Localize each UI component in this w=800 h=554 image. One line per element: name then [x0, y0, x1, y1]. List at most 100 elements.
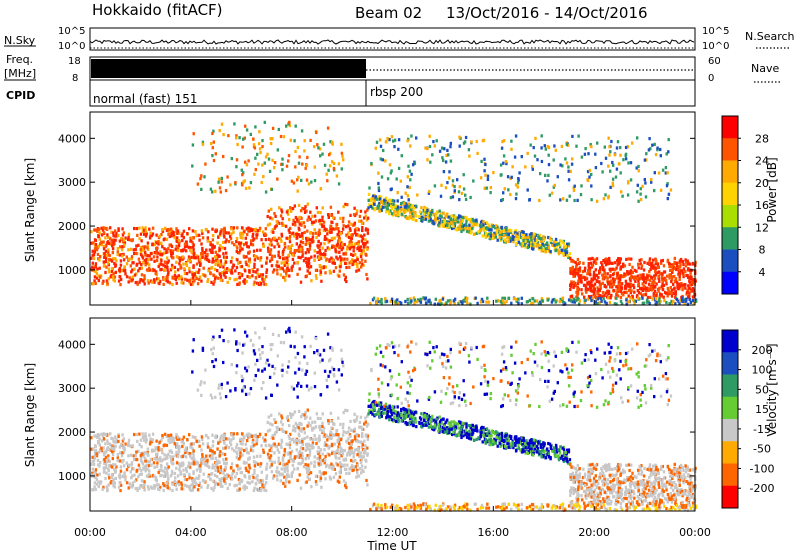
power-echo: [122, 258, 126, 262]
power-echo: [304, 251, 307, 255]
power-echo: [601, 263, 604, 267]
velocity-echo: [116, 456, 119, 460]
power-echo: [616, 294, 620, 298]
velocity-echo: [251, 449, 255, 453]
velocity-echo: [188, 465, 192, 469]
velocity-echo: [177, 446, 180, 450]
power-echo: [396, 191, 399, 195]
power-echo: [626, 193, 630, 197]
power-echo: [377, 171, 380, 175]
power-echo: [164, 264, 167, 269]
velocity-echo: [122, 464, 126, 468]
power-echo: [469, 220, 472, 224]
power-echo: [175, 230, 178, 234]
power-echo: [186, 278, 189, 282]
velocity-echo: [279, 443, 282, 447]
power-echo: [112, 231, 115, 235]
power-echo: [277, 236, 281, 240]
power-echo: [655, 282, 658, 286]
power-echo: [116, 250, 119, 254]
power-y-tick-label: 3000: [58, 176, 86, 189]
power-echo: [175, 244, 178, 248]
power-echo: [244, 160, 247, 164]
power-echo: [678, 301, 681, 305]
power-echo: [268, 250, 271, 254]
power-echo: [288, 240, 292, 244]
velocity-echo: [344, 484, 347, 488]
power-echo: [575, 298, 578, 303]
velocity-echo: [211, 456, 214, 460]
velocity-echo: [193, 457, 196, 461]
power-echo: [192, 254, 196, 258]
power-echo: [660, 285, 663, 289]
power-echo: [655, 300, 658, 304]
power-echo: [254, 227, 258, 231]
power-echo: [413, 161, 417, 165]
power-echo: [113, 261, 116, 266]
freq-panel: Freq. [MHz] 18 8 60 0 Nave: [4, 53, 780, 84]
power-echo: [183, 267, 186, 271]
velocity-echo: [153, 457, 156, 461]
power-echo: [181, 255, 184, 259]
velocity-echo: [197, 483, 201, 488]
power-echo: [604, 257, 608, 261]
velocity-echo: [275, 430, 278, 434]
power-echo: [297, 161, 301, 165]
power-echo: [683, 302, 686, 306]
power-echo: [399, 206, 403, 210]
power-echo: [330, 213, 333, 217]
power-echo: [199, 177, 202, 181]
power-echo: [666, 171, 669, 175]
power-echo: [525, 233, 528, 237]
power-echo: [370, 161, 373, 166]
velocity-echo: [293, 467, 296, 471]
power-echo: [90, 230, 93, 234]
power-colorbar-tick-label: 8: [759, 244, 766, 257]
power-echo: [107, 261, 110, 265]
power-echo: [642, 280, 646, 284]
power-echo: [184, 244, 187, 248]
velocity-echo: [288, 440, 292, 444]
power-echo: [329, 271, 333, 275]
power-echo: [165, 275, 168, 280]
velocity-echo: [342, 430, 345, 434]
power-echo: [97, 278, 100, 283]
power-echo: [173, 265, 177, 269]
velocity-echo: [293, 410, 296, 414]
power-echo: [249, 242, 253, 246]
velocity-echo: [163, 466, 167, 470]
power-echo: [337, 234, 341, 239]
velocity-echo: [179, 472, 182, 476]
cpid-program-2: rbsp 200: [370, 85, 423, 99]
power-echo: [165, 248, 168, 252]
power-echo: [241, 236, 244, 240]
velocity-echo: [141, 435, 145, 440]
velocity-echo: [109, 448, 112, 452]
power-echo: [192, 264, 195, 268]
power-echo: [681, 286, 684, 290]
power-echo: [335, 223, 338, 227]
velocity-echo: [319, 428, 322, 432]
power-echo: [399, 209, 403, 213]
velocity-echo: [291, 413, 295, 417]
velocity-echo: [282, 455, 285, 460]
velocity-echo: [141, 485, 145, 489]
power-echo: [670, 301, 674, 305]
power-echo: [471, 226, 474, 231]
velocity-echo: [185, 469, 188, 474]
power-echo: [267, 249, 270, 253]
power-echo: [359, 209, 363, 213]
velocity-echo: [360, 471, 363, 475]
power-echo: [229, 183, 232, 187]
power-echo: [374, 195, 378, 199]
velocity-echo: [102, 470, 106, 474]
velocity-echo: [175, 461, 179, 465]
power-echo: [349, 239, 352, 243]
power-echo: [223, 262, 226, 266]
power-echo: [378, 300, 382, 304]
velocity-echo: [276, 466, 279, 470]
power-echo: [165, 264, 169, 268]
power-echo: [613, 261, 617, 265]
power-echo: [200, 229, 204, 233]
power-echo: [232, 226, 235, 230]
